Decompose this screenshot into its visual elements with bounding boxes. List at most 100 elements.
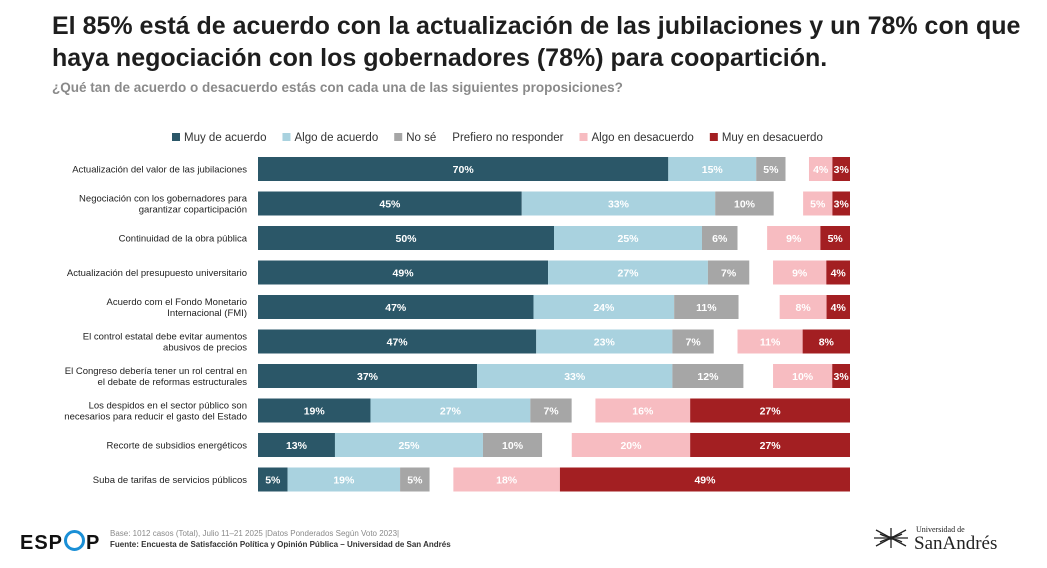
bar-segment	[713, 329, 738, 354]
data-label: 12%	[697, 371, 719, 383]
legend-swatch	[394, 133, 403, 141]
data-label: 9%	[786, 233, 802, 245]
data-label: 11%	[696, 302, 717, 314]
university-name: SanAndrés	[914, 533, 998, 554]
university-emblem-icon	[874, 528, 908, 548]
bar-segment	[674, 295, 739, 319]
bar-segment	[802, 329, 850, 354]
bar-segment	[542, 433, 572, 457]
category-label: Suba de tarifas de servicios públicos	[93, 475, 247, 486]
bar-segment	[803, 191, 833, 216]
data-label: 7%	[721, 268, 737, 280]
bar-segment	[690, 433, 850, 457]
data-label: 10%	[502, 440, 524, 452]
data-label: 33%	[608, 199, 630, 211]
espop-logo: ESP P	[20, 530, 101, 554]
data-label: 37%	[357, 371, 379, 383]
legend-label: Muy en desacuerdo	[722, 132, 823, 144]
bar-segment	[808, 157, 833, 181]
data-label: 13%	[286, 440, 308, 452]
data-label: 15%	[702, 164, 724, 176]
category-label: Actualización del presupuesto universita…	[67, 268, 247, 279]
data-label: 27%	[440, 406, 462, 418]
category-label: Acuerdo com el Fondo Monetario Internacio…	[107, 297, 247, 319]
data-label: 50%	[395, 233, 417, 245]
bar-segment	[453, 467, 560, 492]
bar-segment	[749, 260, 774, 285]
legend-swatch	[282, 133, 291, 141]
data-label: 49%	[694, 475, 716, 487]
bar-segment	[370, 398, 531, 423]
bar-segment	[548, 260, 708, 285]
footer-base-note: Base: 1012 casos (Total), Julio 11–21 20…	[110, 529, 400, 538]
category-label: El control estatal debe evitar aumentos a…	[83, 332, 247, 354]
bar-segment	[702, 226, 738, 250]
data-label: 45%	[379, 199, 401, 211]
data-label: 4%	[813, 164, 829, 176]
bar-segment	[715, 191, 774, 216]
category-label: Los despidos en el sector público son nec…	[64, 401, 247, 423]
category-label: Recorte de subsidios energéticos	[107, 441, 248, 452]
bar-segment	[690, 398, 850, 423]
data-label: 5%	[407, 475, 423, 487]
bar-segment	[826, 295, 850, 319]
bar-segment	[767, 226, 821, 250]
data-label: 5%	[763, 164, 779, 176]
bar-segment	[672, 364, 744, 388]
category-label: Actualización del valor de las jubilacio…	[72, 165, 247, 176]
data-label: 8%	[796, 302, 812, 314]
legend-label: Muy de acuerdo	[184, 132, 266, 144]
data-label: 10%	[792, 371, 814, 383]
espop-logo-o-icon	[64, 530, 86, 551]
bar-segment	[521, 191, 716, 216]
bar-segment	[258, 226, 554, 250]
bar-segment	[672, 329, 714, 354]
category-label: Negociación con los gobernadores para gar…	[79, 194, 248, 216]
bar-segment	[668, 157, 757, 181]
bar-segment	[533, 295, 675, 319]
bar-segment	[258, 364, 478, 388]
bar-segment	[832, 157, 850, 181]
data-label: 7%	[543, 406, 559, 418]
bar-segment	[707, 260, 750, 285]
bar-segment	[258, 260, 549, 285]
bar-segment	[737, 329, 803, 354]
data-label: 3%	[834, 199, 850, 211]
data-label: 47%	[385, 302, 407, 314]
bar-segment	[258, 467, 288, 492]
bar-segment	[773, 191, 804, 216]
bar-segment	[832, 191, 850, 216]
data-label: 27%	[760, 406, 782, 418]
data-label: 19%	[304, 406, 326, 418]
data-label: 4%	[831, 302, 847, 314]
data-label: 18%	[496, 475, 518, 487]
bar-segment	[258, 433, 335, 457]
legend-swatch	[709, 133, 718, 141]
data-label: 70%	[453, 164, 475, 176]
chart-subtitle: ¿Qué tan de acuerdo o desacuerdo estás c…	[52, 80, 623, 95]
data-label: 27%	[617, 268, 639, 280]
bar-segment	[595, 398, 691, 423]
data-label: 9%	[792, 268, 808, 280]
data-label: 3%	[834, 371, 850, 383]
bar-segment	[756, 157, 786, 181]
data-label: 7%	[686, 337, 702, 349]
data-label: 4%	[831, 268, 847, 280]
legend-label: Prefiero no responder	[452, 132, 563, 144]
data-label: 11%	[760, 337, 781, 349]
data-label: 16%	[632, 406, 654, 418]
bar-segment	[287, 467, 401, 492]
bar-segment	[258, 398, 371, 423]
bar-segment	[779, 295, 827, 319]
bar-segment	[530, 398, 572, 423]
data-label: 27%	[760, 440, 782, 452]
bar-segment	[258, 329, 537, 354]
bar-segment	[571, 398, 596, 423]
bar-segment	[737, 226, 768, 250]
legend-swatch	[172, 133, 180, 141]
data-label: 5%	[810, 199, 826, 211]
bar-segment	[773, 364, 833, 388]
data-label: 5%	[828, 233, 844, 245]
bar-segment	[571, 433, 691, 457]
bar-segment	[334, 433, 483, 457]
